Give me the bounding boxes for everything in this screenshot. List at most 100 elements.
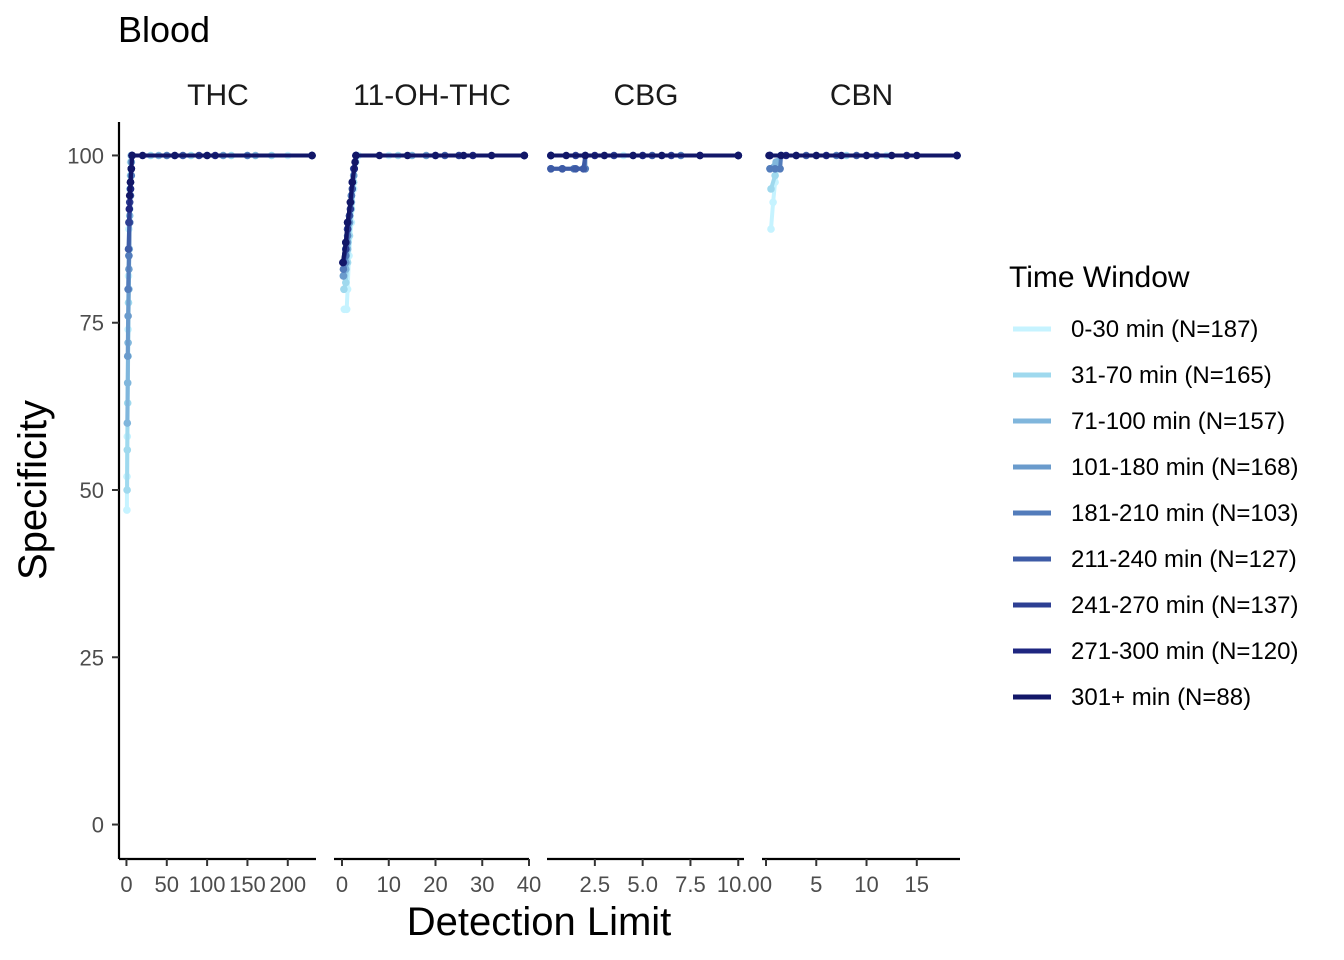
data-point (125, 218, 133, 227)
data-point (126, 178, 135, 186)
data-point (887, 151, 896, 160)
x-tick-label: 2.5 (580, 872, 611, 897)
panel-strip-label: CBN (830, 79, 893, 112)
data-point (913, 151, 921, 160)
data-point (658, 151, 666, 160)
data-point (769, 198, 777, 207)
data-point (571, 165, 580, 173)
data-point (629, 151, 637, 160)
x-tick-label: 50 (155, 872, 179, 897)
series-line (341, 153, 525, 277)
data-point (123, 352, 132, 361)
data-point (772, 158, 780, 166)
data-point (767, 185, 775, 193)
legend-label: 301+ min (N=88) (1071, 684, 1251, 711)
series-line (125, 153, 312, 424)
series-1 (340, 151, 529, 314)
y-tick-label: 25 (80, 645, 104, 670)
y-tick-label: 100 (67, 143, 104, 168)
series-line (341, 153, 525, 277)
data-point (547, 151, 555, 160)
data-point (812, 151, 821, 160)
series-4 (339, 151, 529, 280)
data-point (343, 218, 352, 227)
series-line (126, 153, 312, 223)
panel-strip-label: THC (187, 79, 249, 112)
series-line (127, 153, 312, 210)
legend: 0-30 min (N=187) 31-70 min (N=165) 71-100 … (1013, 316, 1298, 711)
series-line (126, 153, 312, 290)
legend-label: 211-240 min (N=127) (1071, 546, 1297, 573)
data-point (431, 151, 440, 160)
data-point (777, 151, 785, 160)
data-point (339, 258, 347, 267)
data-point (837, 151, 846, 160)
data-point (123, 419, 132, 427)
series-line (125, 153, 312, 357)
x-tick-label: 30 (470, 872, 494, 897)
series-line (127, 153, 312, 196)
data-point (308, 151, 316, 160)
legend-entry: 31-70 min (N=165) (1013, 362, 1272, 389)
series-line (769, 153, 957, 230)
data-point (127, 165, 136, 173)
data-point (342, 305, 351, 314)
data-point (581, 151, 590, 160)
x-axis-title: Detection Limit (407, 900, 672, 944)
series-1 (123, 151, 316, 514)
series-line (124, 153, 312, 511)
data-point (171, 151, 179, 160)
x-tick-label: 5 (810, 872, 822, 897)
y-tick-label: 75 (80, 311, 104, 336)
x-tick-label: 10 (854, 872, 878, 897)
data-point (125, 252, 133, 260)
x-tick-label: 0 (760, 872, 772, 897)
data-point (765, 151, 773, 160)
x-tick-label: 200 (269, 872, 306, 897)
data-point (339, 265, 348, 274)
legend-label: 241-270 min (N=137) (1071, 592, 1298, 619)
panel-11-oh-thc: 11-OH-THC 0 10 20 30 40 (334, 79, 541, 897)
series-line (341, 153, 525, 263)
x-tick-label: 7.5 (675, 872, 706, 897)
series-5 (124, 151, 316, 294)
series-7 (339, 151, 529, 267)
series-line (126, 153, 312, 250)
series-3 (339, 151, 529, 280)
data-point (953, 151, 961, 160)
legend-entry: 181-210 min (N=103) (1013, 500, 1298, 527)
data-point (346, 198, 355, 207)
data-point (342, 278, 350, 287)
data-point (123, 486, 131, 494)
data-point (125, 191, 134, 200)
x-tick-label: 10 (377, 872, 401, 897)
data-point (203, 151, 211, 160)
data-point (351, 158, 359, 166)
data-point (862, 151, 871, 160)
data-point (138, 151, 147, 160)
series-line (125, 153, 312, 491)
series-3 (123, 151, 316, 427)
x-tick-label: 150 (229, 872, 266, 897)
legend-title: Time Window (1009, 261, 1190, 294)
series-2 (123, 151, 316, 494)
y-tick-label: 0 (92, 813, 104, 838)
x-tick-label: 0 (120, 872, 132, 897)
data-point (352, 151, 360, 160)
series-4 (123, 151, 316, 361)
series-line (344, 153, 525, 312)
x-tick-label: 40 (517, 872, 541, 897)
series-8 (125, 151, 316, 213)
legend-entry: 301+ min (N=88) (1013, 684, 1251, 711)
series-1 (767, 151, 961, 233)
series-line (341, 153, 525, 290)
data-point (734, 151, 743, 160)
panel-strip-label: CBG (613, 79, 678, 112)
data-point (124, 285, 132, 294)
panel-strip-label: 11-OH-THC (353, 79, 511, 112)
legend-label: 271-300 min (N=120) (1071, 638, 1298, 665)
data-point (579, 165, 588, 173)
data-point (459, 151, 468, 160)
data-point (520, 151, 529, 160)
